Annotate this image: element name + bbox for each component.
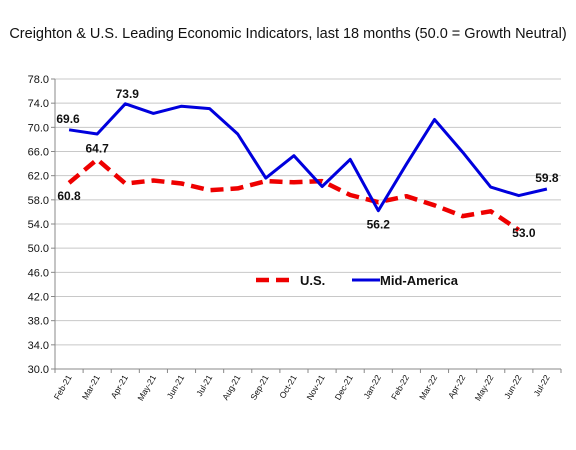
x-tick-label: Jul-22 (531, 373, 551, 398)
x-tick-label: Nov-21 (304, 373, 326, 402)
x-tick-label: Feb-22 (389, 373, 411, 402)
x-tick-label: Mar-22 (417, 373, 439, 402)
x-tick-label: Dec-21 (333, 373, 355, 402)
x-tick-label: Jun-21 (165, 373, 187, 401)
legend-label-mid-america: Mid-America (380, 273, 459, 288)
x-tick-label: Mar-21 (80, 373, 102, 402)
y-tick-label: 54.0 (28, 219, 49, 231)
y-tick-label: 66.0 (28, 147, 49, 159)
x-tick-label: Jun-22 (502, 373, 524, 401)
legend-label-us: U.S. (300, 273, 325, 288)
y-tick-label: 50.0 (28, 243, 49, 255)
data-labels: 69.6 64.7 73.9 60.8 56.2 59.8 53.0 (56, 87, 559, 240)
y-tick-label: 30.0 (28, 364, 49, 376)
data-label: 59.8 (535, 171, 559, 185)
x-tick-label: Apr-22 (446, 373, 468, 400)
y-tick-label: 62.0 (28, 171, 49, 183)
legend: U.S. Mid-America (256, 273, 459, 288)
data-label: 56.2 (367, 218, 391, 232)
y-tick-label: 34.0 (28, 340, 49, 352)
y-tick-label: 78.0 (28, 74, 49, 86)
x-tick-label: Oct-21 (277, 373, 299, 400)
x-tick-label: Apr-21 (109, 373, 131, 400)
x-tick-label: Jul-21 (194, 373, 214, 398)
data-label: 73.9 (116, 87, 140, 101)
x-tick-label: Aug-21 (220, 373, 243, 402)
data-label: 53.0 (512, 226, 536, 240)
series-line-u-s (67, 157, 521, 232)
x-tick-label: May-21 (135, 373, 158, 403)
series-lines (67, 102, 548, 232)
gridlines (55, 78, 561, 346)
y-tick-label: 58.0 (28, 195, 49, 207)
data-label: 69.6 (56, 112, 80, 126)
y-tick-label: 70.0 (28, 122, 49, 134)
data-label: 64.7 (85, 141, 109, 155)
y-axis: 30.0 34.0 38.0 42.0 46.0 50.0 54.0 58.0 62.0 66.0… (28, 74, 56, 376)
x-tick-label: Jan-22 (361, 373, 383, 401)
y-tick-label: 42.0 (28, 292, 49, 304)
y-tick-label: 46.0 (28, 267, 49, 279)
x-axis: Feb-21 Mar-21 Apr-21 May-21 Jun-21 Jul-21 Aug-… (52, 368, 562, 403)
series-line-mid-america (68, 102, 548, 213)
data-label: 60.8 (57, 189, 81, 203)
chart-title: Creighton & U.S. Leading Economic Indica… (9, 26, 567, 42)
y-tick-label: 38.0 (28, 316, 49, 328)
x-tick-label: Feb-21 (52, 373, 74, 402)
y-tick-label: 74.0 (28, 98, 49, 110)
x-tick-label: Sep-21 (248, 373, 271, 402)
x-tick-label: May-22 (473, 373, 496, 403)
